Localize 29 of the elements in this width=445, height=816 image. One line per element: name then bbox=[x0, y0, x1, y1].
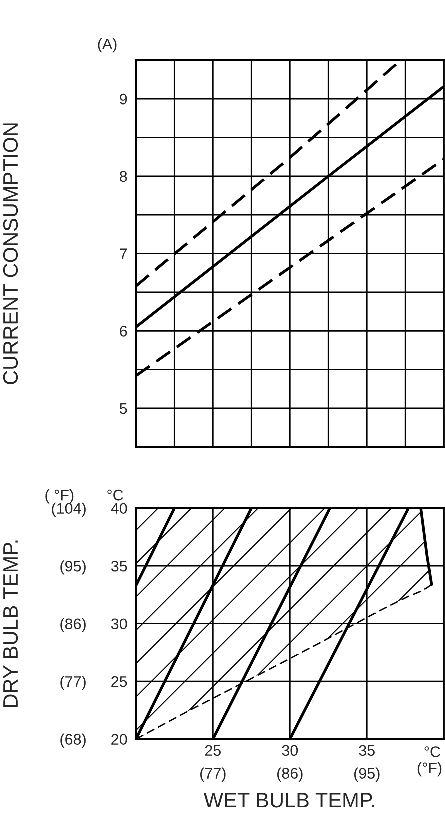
x-tick-label: 25 bbox=[205, 745, 222, 756]
text: (A) bbox=[98, 38, 117, 53]
y-tick-label: 35 bbox=[111, 560, 128, 572]
text: °C bbox=[424, 746, 440, 758]
y-tick-label: 8 bbox=[120, 171, 128, 182]
y-tick-label: 30 bbox=[111, 618, 128, 630]
x2-tick-label: (95) bbox=[354, 768, 380, 782]
x2-tick-label: (86) bbox=[278, 768, 303, 782]
x2-tick-label: (77) bbox=[200, 768, 226, 782]
y-tick-label: 7 bbox=[120, 248, 128, 260]
y-tick-label: 25 bbox=[112, 676, 128, 688]
text: (°F) bbox=[418, 762, 442, 777]
y2-tick-label: (86) bbox=[60, 618, 86, 633]
text: °C bbox=[108, 490, 124, 501]
y-tick-label: 9 bbox=[120, 94, 128, 105]
y-tick-label: 40 bbox=[111, 503, 128, 514]
x-axis-title: WET BULB TEMP. bbox=[204, 793, 375, 808]
y2-tick-label: (104) bbox=[52, 502, 86, 518]
y-axis-title: CURRENT CONSUMPTION bbox=[3, 124, 18, 384]
y-tick-label: 20 bbox=[112, 734, 128, 745]
y2-tick-label: (95) bbox=[60, 560, 86, 575]
text: ( °F) bbox=[46, 490, 74, 504]
y2-tick-label: (77) bbox=[60, 676, 86, 690]
y2-tick-label: (68) bbox=[60, 734, 86, 748]
x-tick-label: 35 bbox=[359, 745, 375, 756]
y2-axis-title: DRY BULB TEMP. bbox=[4, 540, 18, 708]
y-tick-label: 5 bbox=[120, 404, 128, 414]
x-tick-label: 30 bbox=[282, 745, 298, 756]
y-tick-label: 6 bbox=[120, 326, 128, 337]
